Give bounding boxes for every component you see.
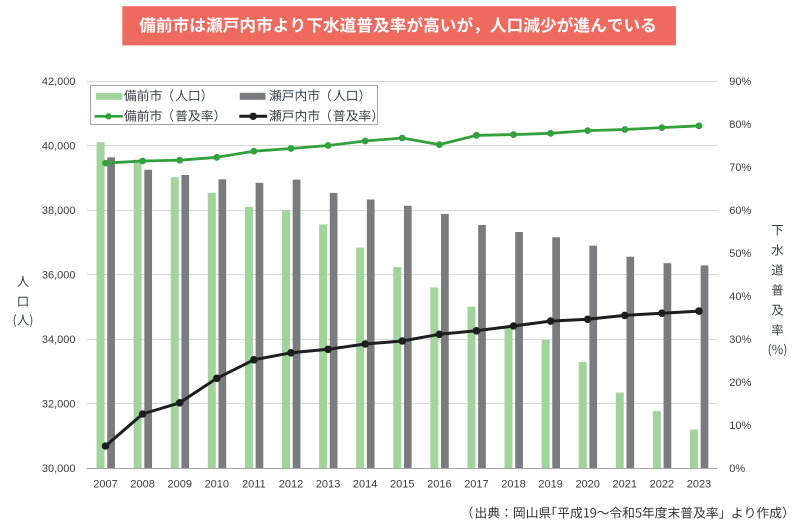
svg-text:38,000: 38,000	[42, 205, 76, 217]
svg-text:70%: 70%	[729, 162, 751, 174]
svg-text:2009: 2009	[167, 479, 191, 491]
svg-text:80%: 80%	[729, 119, 751, 131]
svg-text:60%: 60%	[729, 205, 751, 217]
svg-text:36,000: 36,000	[42, 270, 76, 282]
svg-text:2013: 2013	[316, 479, 340, 491]
svg-text:40%: 40%	[729, 291, 751, 303]
svg-text:2022: 2022	[650, 479, 674, 491]
svg-text:2023: 2023	[687, 479, 711, 491]
svg-text:2011: 2011	[242, 479, 266, 491]
svg-text:10%: 10%	[729, 420, 751, 432]
svg-text:2015: 2015	[390, 479, 414, 491]
svg-text:2020: 2020	[575, 479, 599, 491]
svg-text:90%: 90%	[729, 76, 751, 88]
svg-text:2021: 2021	[613, 479, 637, 491]
svg-text:20%: 20%	[729, 377, 751, 389]
svg-text:2012: 2012	[279, 479, 303, 491]
svg-text:40,000: 40,000	[42, 141, 76, 153]
svg-text:2017: 2017	[464, 479, 488, 491]
svg-text:50%: 50%	[729, 248, 751, 260]
svg-text:34,000: 34,000	[42, 334, 76, 346]
svg-text:30,000: 30,000	[42, 463, 76, 475]
svg-text:0%: 0%	[729, 463, 745, 475]
svg-text:2016: 2016	[427, 479, 451, 491]
svg-text:30%: 30%	[729, 334, 751, 346]
svg-text:2008: 2008	[130, 479, 154, 491]
svg-text:2007: 2007	[93, 479, 117, 491]
svg-text:2019: 2019	[538, 479, 562, 491]
svg-text:42,000: 42,000	[42, 76, 76, 88]
svg-text:32,000: 32,000	[42, 399, 76, 411]
svg-text:2018: 2018	[501, 479, 525, 491]
svg-text:2010: 2010	[205, 479, 229, 491]
svg-text:2014: 2014	[353, 479, 377, 491]
